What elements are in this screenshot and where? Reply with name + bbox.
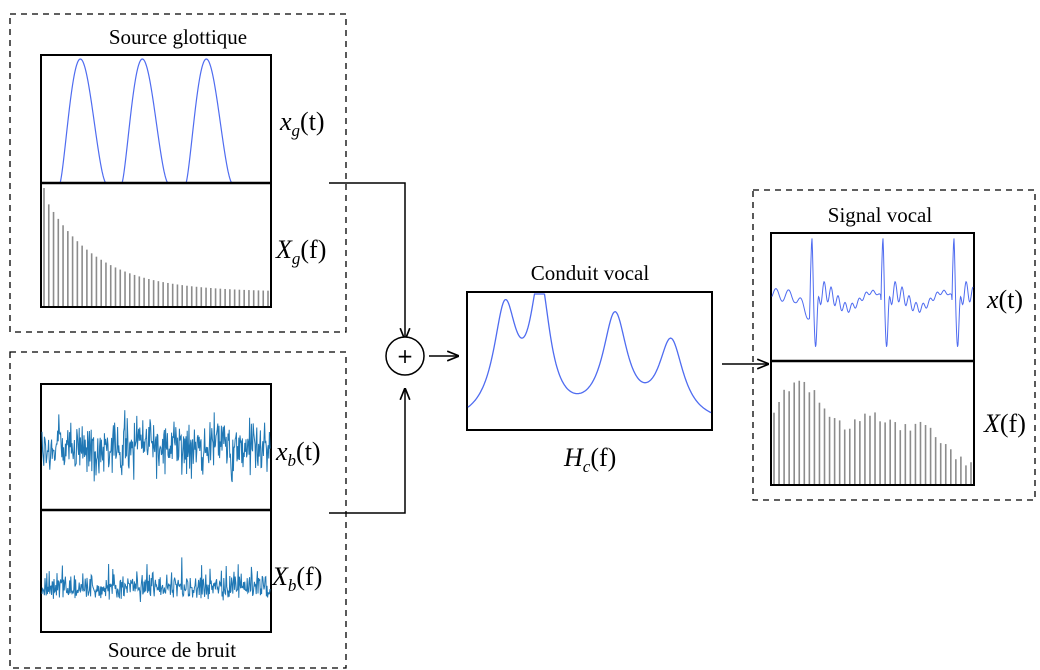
voice-spectrum-bars [773,380,972,484]
noise-source-frame [9,351,347,669]
glottal-time-panel [40,54,272,308]
vocal-tract-label: Hc(f) [563,443,616,476]
vocal-tract-panel [466,291,713,431]
glottal-source-title: Source glottique [109,25,247,49]
noise-spectrum [41,557,271,603]
adder-plus-symbol: + [397,344,414,368]
signal-connections: + [329,182,768,514]
glottal-pulse-waveform [41,58,271,183]
noise-source-title: Source de bruit [108,638,236,662]
glottal-freq-label: Xg(f) [275,235,326,268]
voice-freq-label: X(f) [983,409,1026,438]
voice-waveform [771,238,974,347]
glottal-source-group: Source glottique xg(t) Xg(f) [9,13,347,333]
voice-signal-frame [752,189,1036,501]
vocal-tract-response [467,293,712,414]
voice-time-panel [770,232,975,486]
noise-freq-label: Xb(f) [271,562,322,595]
adder-circle [385,336,425,376]
glottal-spectrum-bars [43,188,269,306]
voice-signal-group: Signal vocal x(t) X(f) [752,189,1036,501]
voice-time-label: x(t) [986,285,1023,314]
vocal-tract-group: Conduit vocal Hc(f) [466,261,713,476]
noise-source-group: xb(t) Xb(f) Source de bruit [9,351,347,669]
glottal-to-adder-arrow [329,182,405,339]
noise-to-adder-arrow [329,389,405,514]
noise-time-label: xb(t) [275,437,321,470]
glottal-time-label: xg(t) [279,107,325,140]
vocal-tract-title: Conduit vocal [531,261,650,285]
glottal-source-frame [9,13,347,333]
noise-waveform [41,410,271,483]
voice-signal-title: Signal vocal [828,203,933,227]
